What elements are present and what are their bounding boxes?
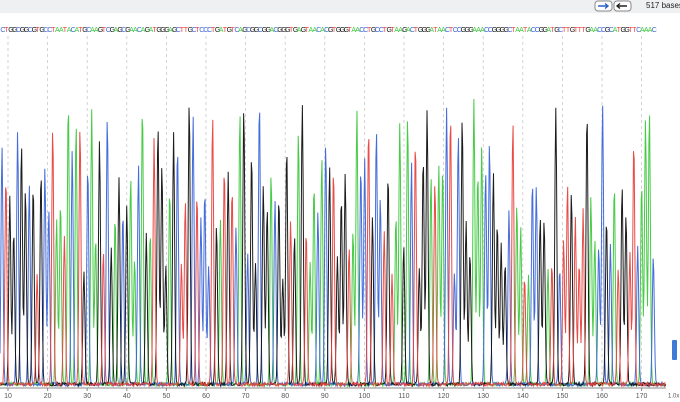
forward-arrow [598,2,610,10]
tick-label: 130 [477,393,489,400]
tick-label: 160 [596,393,608,400]
zoom-label: 1.0x [668,394,679,400]
tick-label: 100 [359,393,371,400]
trace-G [0,105,667,388]
tick-label: 90 [321,393,329,400]
tick-label: 40 [123,393,131,400]
tick-label: 140 [517,393,529,400]
tick-label: 150 [557,393,569,400]
tick-label: 60 [202,393,210,400]
length-label: 517 bases [646,1,680,10]
tick-label: 80 [281,393,289,400]
tick-label: 120 [438,393,450,400]
zoom-slider[interactable] [672,340,677,360]
axis: 10 20 30 40 50 60 70 80 90 100 110 120 130 140 150 160 1… [4,388,648,400]
sequence-text: CTGGCGGCGTGCCTAATACATGCAAGTCGAGCGAACAGAT… [0,27,656,34]
trace-T [0,119,666,388]
tick-label: 30 [83,393,91,400]
tick-label: 110 [398,393,409,400]
forward-button[interactable] [594,0,613,12]
base-calls: CTGGCGGCGTGCCTAATACATGCAAGTCGAGCGAACAGAT… [0,27,656,34]
reverse-button[interactable] [613,0,632,12]
toolbar [0,0,680,13]
tick-label: 10 [4,393,12,400]
reverse-arrow [615,2,627,10]
traces [0,98,667,388]
tick-label: 20 [44,393,52,400]
tick-label: 170 [636,393,648,400]
tick-label: 50 [163,393,171,400]
tick-label: 70 [242,393,250,400]
